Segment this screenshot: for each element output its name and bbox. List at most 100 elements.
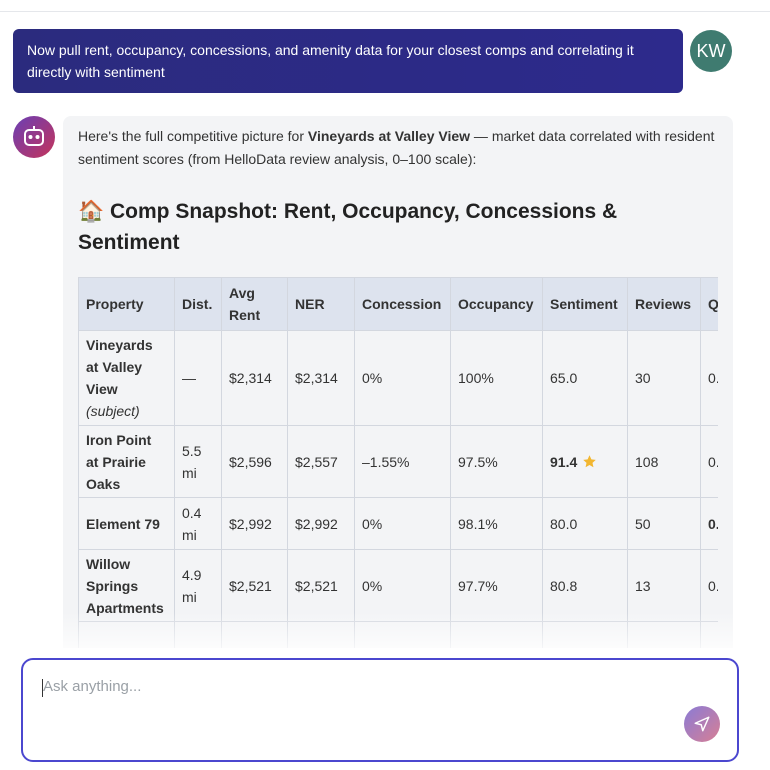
cell-value: 0% — [362, 515, 383, 532]
cell-value: 0% — [362, 577, 383, 594]
cell-value: $2,992 — [295, 515, 338, 532]
cell-value: $2,314 — [295, 370, 338, 386]
chat-input[interactable]: Ask anything... — [21, 658, 739, 762]
heading-text: Comp Snapshot: Rent, Occupancy, Concessi… — [78, 200, 618, 254]
subject-name: Vineyards at Valley View — [307, 128, 471, 144]
cell-value: $2,992 — [229, 515, 272, 532]
cell: $2,992 — [221, 497, 288, 550]
cell-value: 0. — [708, 370, 718, 386]
cell: 4.9 mi — [174, 549, 222, 622]
cell-value: $2,314 — [229, 370, 272, 386]
cell: 30 — [627, 330, 701, 426]
cell-value: 30 — [635, 370, 651, 386]
cell: 13 — [627, 549, 701, 622]
column-header: Q S — [700, 277, 718, 331]
column-header: Property — [78, 277, 175, 331]
row: Willow Springs Apartments 4.9 mi $2,521 $2,… — [78, 549, 718, 622]
cell: $2,596 — [221, 425, 288, 498]
cell-value: 100% — [458, 370, 494, 386]
cell-value: 97.7% — [458, 577, 498, 594]
cell: 80.8 — [542, 549, 628, 622]
fade — [0, 612, 770, 648]
comp-table: Property Dist. Avg Rent NER Concession Occupa… — [78, 277, 718, 648]
cell-value: 0.4 mi — [182, 504, 202, 543]
cell: — — [174, 330, 222, 426]
cell: $2,557 — [287, 425, 355, 498]
send-button[interactable] — [684, 706, 720, 742]
text: — market data correlated with resident s… — [78, 128, 715, 167]
section-heading: 🏠 Comp Snapshot: Rent, Occupancy, Conces… — [78, 196, 678, 258]
property-note: (subject) — [86, 403, 140, 419]
row: Vineyards at Valley View (subject) — $2,314… — [78, 330, 718, 426]
column-header: Concession — [354, 277, 451, 331]
assistant-avatar — [13, 116, 55, 158]
property-cell: Vineyards at Valley View (subject) — [78, 330, 175, 426]
text: Here's the full competitive picture for — [78, 128, 308, 144]
cell-value: 50 — [635, 515, 651, 532]
property-name: Element 79 — [86, 515, 160, 532]
caret — [42, 679, 43, 697]
cell: 91.4 — [542, 425, 628, 498]
cell: $2,314 — [221, 330, 288, 426]
cell-value: 0. — [708, 515, 718, 532]
chat-area: Now pull rent, occupancy, concessions, a… — [0, 12, 770, 648]
user-avatar: KW — [690, 30, 732, 72]
bot-icon — [24, 126, 44, 146]
cell-value: 0. — [708, 453, 718, 470]
column-header: Dist. — [174, 277, 222, 331]
cell: –1.55% — [354, 425, 451, 498]
send-icon — [694, 716, 710, 732]
assistant-intro: Here's the full competitive picture for … — [78, 125, 723, 171]
cell-value: 80.8 — [550, 577, 578, 594]
cell: 65.0 — [542, 330, 628, 426]
column-header: Occupancy — [450, 277, 543, 331]
cell: 0% — [354, 497, 451, 550]
column-header: Sentiment — [542, 277, 628, 331]
cell: 80.0 — [542, 497, 628, 550]
cell: $2,521 — [287, 549, 355, 622]
cell-value: 5.5 mi — [182, 442, 202, 481]
column-header: Avg Rent — [221, 277, 288, 331]
row: Iron Point at Prairie Oaks 5.5 mi $2,596 $2… — [78, 425, 718, 498]
property-name: Vineyards at Valley View — [86, 337, 153, 397]
cell-value: 97.5% — [458, 453, 498, 470]
cell-value: 80.0 — [550, 515, 578, 532]
cell: 0% — [354, 330, 451, 426]
cell-value: 98.1% — [458, 515, 498, 532]
cell-value: 4.9 mi — [182, 566, 202, 605]
cell: 0. — [700, 497, 718, 550]
cell: 100% — [450, 330, 543, 426]
cell: 5.5 mi — [174, 425, 222, 498]
cell: 98.1% — [450, 497, 543, 550]
heading-icon: 🏠 — [78, 200, 105, 223]
input-placeholder: Ask anything... — [43, 678, 142, 695]
column-header: NER — [287, 277, 355, 331]
cell-value: 91.4 — [550, 453, 578, 470]
row: Element 79 0.4 mi $2,992 $2,992 0% 98.1% 80.0 5… — [78, 497, 718, 550]
cell: 0% — [354, 549, 451, 622]
property-cell: Iron Point at Prairie Oaks — [78, 425, 175, 498]
property-cell: Willow Springs Apartments — [78, 549, 175, 622]
cell: 97.7% — [450, 549, 543, 622]
cell-value: –1.55% — [362, 453, 410, 470]
star-icon — [583, 454, 596, 467]
cell: 0. — [700, 425, 718, 498]
cell-value: 13 — [635, 577, 651, 594]
cell-value: 65.0 — [550, 370, 578, 386]
cell: $2,521 — [221, 549, 288, 622]
cell: 0. — [700, 330, 718, 426]
cell: 0. — [700, 549, 718, 622]
cell: $2,314 — [287, 330, 355, 426]
cell-value: — — [182, 370, 196, 386]
cell: 50 — [627, 497, 701, 550]
cell-value: $2,521 — [295, 577, 338, 594]
table-wrapper: Property Dist. Avg Rent NER Concession Occupa… — [78, 277, 718, 648]
cell-value: 0% — [362, 370, 383, 386]
cell-value: $2,596 — [229, 453, 272, 470]
cell-value: $2,521 — [229, 577, 272, 594]
cell-value: $2,557 — [295, 453, 338, 470]
property-cell: Element 79 — [78, 497, 175, 550]
cell: 0.4 mi — [174, 497, 222, 550]
cell: 108 — [627, 425, 701, 498]
